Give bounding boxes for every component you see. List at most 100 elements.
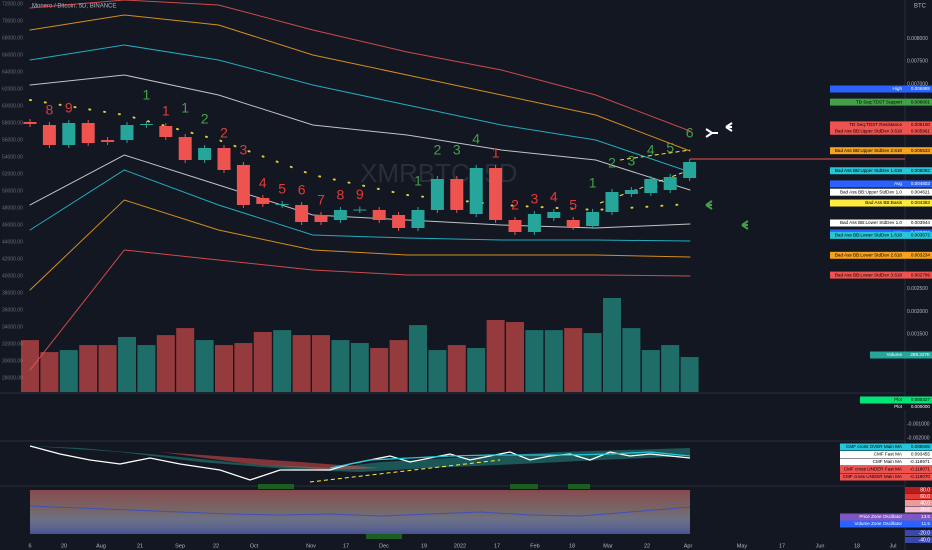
label-box <box>840 473 932 481</box>
volume-bar <box>98 345 117 392</box>
candle-body <box>101 140 115 143</box>
label-value: 0.000000 <box>911 404 931 409</box>
volume-bar <box>215 345 233 392</box>
label-value: -0.118071 <box>910 467 931 472</box>
volume-bar <box>641 350 660 392</box>
td-sell-count: 3 <box>240 142 248 158</box>
td-sell-count: 4 <box>259 175 267 191</box>
arrow <box>725 122 733 132</box>
left-tick-label: 40000.00 <box>2 273 23 279</box>
candle-body <box>489 167 503 220</box>
volume-bar <box>156 335 175 392</box>
time-tick-label: 20 <box>61 543 67 549</box>
volume-bar <box>467 348 486 392</box>
td-buy-count: 3 <box>453 142 461 158</box>
label-value: 0.004803 <box>911 181 931 186</box>
candle-body <box>624 190 638 195</box>
candle-body <box>42 124 56 146</box>
label-name: Bad Ass BB:Upper StdDev 1.0 <box>840 189 902 194</box>
label-box <box>830 98 932 106</box>
candle-body <box>81 122 95 144</box>
price-tick-label: 0.002500 <box>907 286 928 292</box>
time-tick-label: 21 <box>137 543 143 549</box>
arrow <box>741 220 749 230</box>
candle-body <box>683 161 697 178</box>
label-box <box>860 403 932 411</box>
label-value: 0.006601 <box>911 99 931 104</box>
trend-line <box>309 459 501 483</box>
left-tick-label: 50000.00 <box>2 188 23 194</box>
zone-tick-bg <box>905 530 932 536</box>
zone-tick-bg <box>905 506 932 513</box>
price-tick-label: 0.002000 <box>907 309 928 315</box>
label-name: Bad Ass BB:Lower StdDev 1.618 <box>835 233 903 238</box>
volume-bar <box>447 345 466 392</box>
volume-bar <box>195 340 214 392</box>
candle-body <box>23 121 37 124</box>
label-name: Volume Zone Oscillator <box>855 521 903 526</box>
zone-tick-bg <box>905 500 932 506</box>
label-box <box>830 85 932 93</box>
time-tick-label: 17 <box>494 543 500 549</box>
left-tick-label: 62000.00 <box>2 86 23 92</box>
candle-body <box>644 178 658 194</box>
label-value: 0.004621 <box>911 189 931 194</box>
label-name: CMF cross UNDER Fast MA <box>844 467 903 472</box>
candle-body <box>566 219 580 228</box>
zone-gradient <box>30 490 690 534</box>
arrow <box>705 200 713 210</box>
candle-body <box>236 164 250 205</box>
time-tick-label: 19 <box>421 543 427 549</box>
td-sell-count: 7 <box>317 192 325 208</box>
trend-line <box>619 149 691 161</box>
candle-body <box>62 122 76 146</box>
candle-body <box>159 125 173 138</box>
time-tick-label: 22 <box>213 543 219 549</box>
left-tick-label: 30000.00 <box>2 358 23 364</box>
time-tick-label: May <box>737 543 748 549</box>
volume-bar <box>428 350 447 392</box>
left-tick-label: 32000.00 <box>2 341 23 347</box>
candle-body <box>256 198 270 204</box>
time-tick-label: 17 <box>779 543 785 549</box>
label-name: Bad Ass BB:Upper StdDev 3.618 <box>835 128 903 133</box>
td-buy-count: 2 <box>434 142 442 158</box>
td-buy-count: 3 <box>628 153 636 169</box>
td-buy-count: 4 <box>647 142 655 158</box>
volume-bar <box>292 335 311 392</box>
time-tick-label: Dec <box>379 543 389 549</box>
band <box>29 14 691 152</box>
left-tick-label: 56000.00 <box>2 137 23 143</box>
time-tick-label: Apr <box>684 543 693 549</box>
candle-body <box>392 214 406 229</box>
left-tick-label: 28000.00 <box>2 375 23 381</box>
label-value: -0.118971 <box>910 459 931 464</box>
band <box>29 199 691 291</box>
candle-body <box>469 167 483 214</box>
left-tick-label: 60000.00 <box>2 103 23 109</box>
time-tick-label: Mar <box>603 543 613 549</box>
label-name: Bad Ass BB:Lower StdDev 3.618 <box>835 272 903 277</box>
td-sell-count: 2 <box>511 197 519 213</box>
symbol-title[interactable]: Monero / Bitcoin, 5D, BINANCE <box>32 4 116 10</box>
plot-tick-label: -0.002000 <box>907 435 930 441</box>
volume-bar <box>680 357 699 392</box>
label-name: Bad Ass BB:Lower StdDev 2.618 <box>835 253 903 258</box>
left-tick-label: 46000.00 <box>2 222 23 228</box>
label-box <box>870 351 932 359</box>
volume-bar <box>603 298 621 392</box>
td-buy-count: 2 <box>201 111 209 127</box>
band <box>29 169 691 242</box>
label-value: 0.000427 <box>911 397 931 402</box>
price-tick-label: 0.001500 <box>907 332 928 338</box>
volume-bar <box>661 345 680 392</box>
label-name: Bad Ass BB:Lower StdDev 1.0 <box>840 220 902 225</box>
left-tick-label: 42000.00 <box>2 256 23 262</box>
label-name: Plot <box>894 404 903 409</box>
band <box>29 154 691 229</box>
label-box <box>840 466 932 473</box>
plot-tick-label: -0.001000 <box>907 421 930 427</box>
label-name: TD Seq:TDST Resistance <box>849 122 902 127</box>
label-value: 0.085605 <box>911 444 931 449</box>
label-value: 11.5 <box>921 521 930 526</box>
